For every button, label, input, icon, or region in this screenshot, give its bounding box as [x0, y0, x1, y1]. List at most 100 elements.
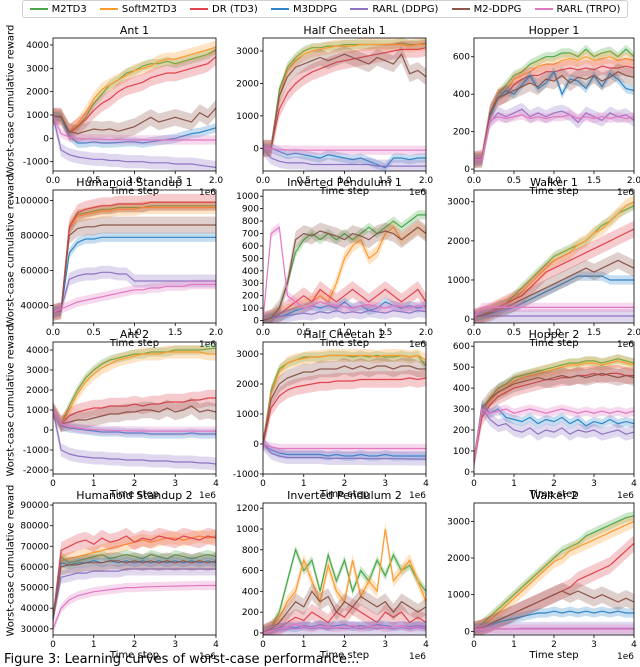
x-tick-label: 4 — [423, 640, 429, 650]
y-tick-label: 0 — [253, 144, 259, 154]
x-tick-label: 4 — [213, 640, 219, 650]
y-tick-label: 30000 — [20, 625, 49, 635]
series-band — [263, 358, 426, 453]
legend-label: SoftM2TD3 — [122, 4, 177, 15]
y-tick-label: 80000 — [20, 522, 49, 532]
y-tick-label: 200 — [242, 292, 259, 302]
y-tick-label: 0 — [464, 315, 470, 325]
y-tick-label: 40000 — [20, 302, 49, 312]
legend-swatch — [190, 8, 208, 10]
series-band — [53, 280, 216, 317]
x-tick-label: 3 — [591, 640, 597, 650]
y-tick-label: 300 — [453, 405, 470, 415]
y-tick-label: 1000 — [236, 112, 259, 122]
x-tick-label: 0.0 — [256, 328, 271, 338]
chart-title: Half Cheetah 2 — [303, 328, 385, 341]
y-tick-label: 300 — [242, 279, 259, 289]
chart-title: Humanoid Standup 2 — [76, 489, 192, 502]
y-tick-label: 200 — [242, 608, 259, 618]
y-tick-label: 90000 — [20, 501, 49, 511]
x-tick-label: 1.5 — [168, 328, 182, 338]
y-tick-label: 3000 — [236, 47, 259, 57]
y-tick-label: 400 — [242, 587, 259, 597]
y-tick-label: 3000 — [447, 517, 470, 527]
series-band — [53, 581, 216, 634]
shared-ylabel-row2: Worst-case cumulative reward — [6, 177, 17, 327]
x-tick-label: 2 — [342, 640, 348, 650]
y-tick-label: 0 — [253, 317, 259, 327]
y-tick-label: 1000 — [26, 406, 49, 416]
y-tick-label: 1200 — [236, 504, 259, 514]
y-tick-label: 100000 — [15, 197, 50, 207]
series-band — [263, 439, 426, 453]
y-tick-label: 1000 — [236, 192, 259, 202]
y-tick-label: 600 — [453, 342, 470, 352]
y-tick-label: 3000 — [447, 198, 470, 208]
chart-title: Ant 1 — [120, 24, 149, 37]
series-band — [263, 144, 426, 155]
y-tick-label: 60000 — [20, 563, 49, 573]
y-tick-label: 3000 — [236, 350, 259, 360]
y-tick-label: 2000 — [236, 380, 259, 390]
x-tick-label: 0 — [260, 479, 266, 489]
y-tick-label: 400 — [453, 90, 470, 100]
x-tick-label: 0.5 — [507, 328, 521, 338]
chart-title: Hopper 1 — [529, 24, 580, 37]
y-tick-label: 1000 — [236, 410, 259, 420]
x-tick-label: 2 — [132, 479, 138, 489]
x-tick-label: 0.0 — [467, 328, 482, 338]
legend-label: M2TD3 — [52, 4, 87, 15]
y-tick-label: 900 — [242, 205, 259, 215]
x-tick-label: 2 — [342, 479, 348, 489]
y-tick-label: 0 — [464, 468, 470, 478]
x-tick-label: 0.0 — [46, 328, 61, 338]
x-tick-label: 2 — [132, 640, 138, 650]
x-tick-label: 0 — [260, 640, 266, 650]
y-tick-label: 50000 — [20, 584, 49, 594]
legend-item: M2-DDPG — [452, 4, 522, 15]
x-tick-label: 2.0 — [627, 328, 640, 338]
legend-item: DR (TD3) — [190, 4, 258, 15]
y-tick-label: 100 — [453, 447, 470, 457]
x-tick-label: 0.5 — [87, 328, 101, 338]
y-tick-label: 3000 — [26, 64, 49, 74]
y-tick-label: 200 — [453, 426, 470, 436]
y-tick-label: 100 — [242, 304, 259, 314]
y-tick-label: 200 — [453, 128, 470, 138]
x-axis-label: Time step — [528, 650, 578, 661]
x-tick-label: 2.0 — [627, 176, 640, 186]
legend-label: DR (TD3) — [212, 4, 258, 15]
x-tick-label: 2 — [551, 640, 557, 650]
x-exponent: 1e6 — [409, 340, 426, 350]
chart-title: Half Cheetah 1 — [303, 24, 385, 37]
y-tick-label: 40000 — [20, 604, 49, 614]
x-tick-label: 1.5 — [587, 176, 601, 186]
x-tick-label: 1 — [511, 479, 517, 489]
legend-swatch — [350, 8, 368, 10]
y-tick-label: 1000 — [26, 111, 49, 121]
y-tick-label: 400 — [242, 267, 259, 277]
x-tick-label: 0 — [471, 640, 477, 650]
y-tick-label: 600 — [242, 242, 259, 252]
chart-title: Walker 2 — [530, 489, 578, 502]
y-tick-label: 2000 — [26, 88, 49, 98]
y-tick-label: 60000 — [20, 267, 49, 277]
x-tick-label: 0.0 — [467, 176, 482, 186]
x-tick-label: 3 — [382, 479, 388, 489]
legend-swatch — [271, 8, 289, 10]
legend-swatch — [30, 8, 48, 10]
y-tick-label: -2000 — [23, 466, 49, 476]
y-tick-label: 4000 — [26, 346, 49, 356]
x-tick-label: 0 — [471, 479, 477, 489]
x-tick-label: 3 — [591, 479, 597, 489]
y-tick-label: 0 — [464, 627, 470, 637]
